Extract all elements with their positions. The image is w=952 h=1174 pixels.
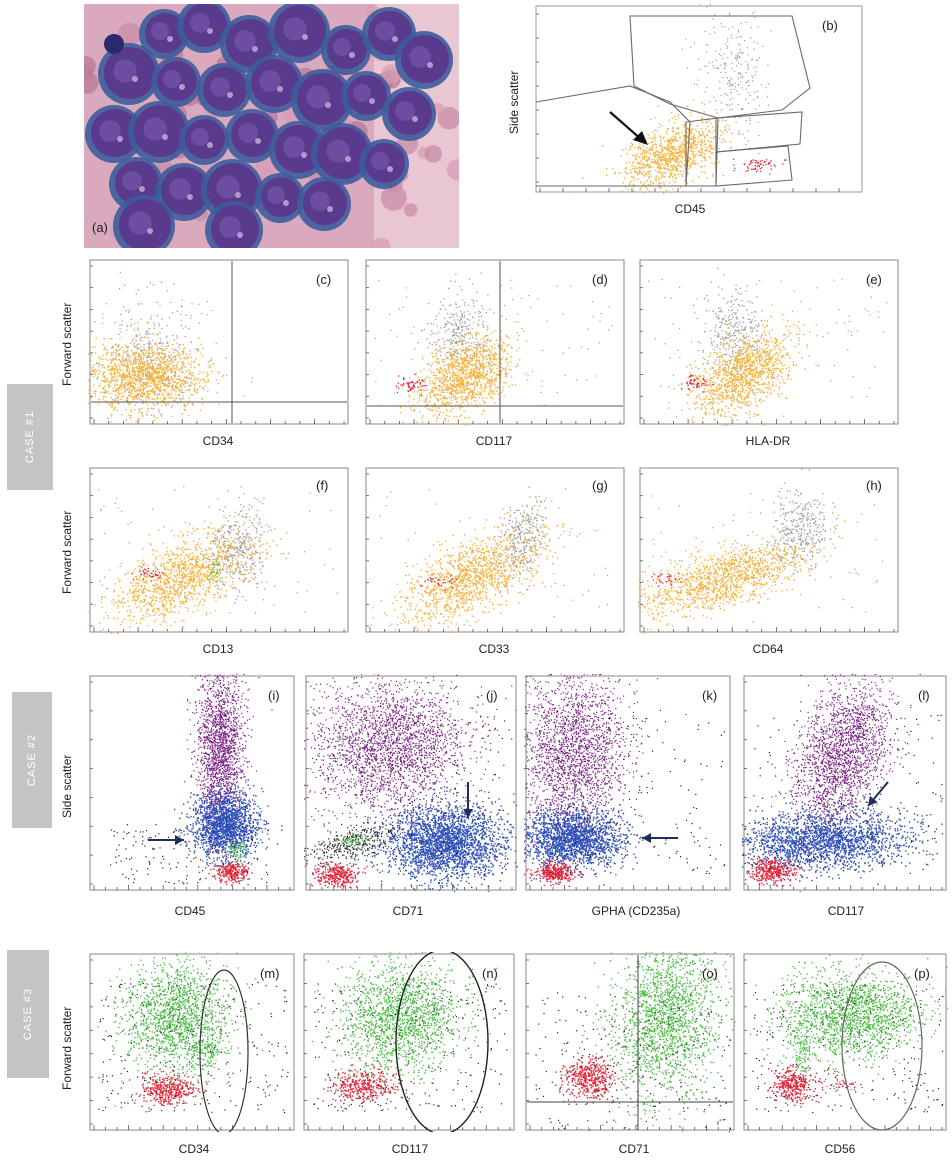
arrow-j xyxy=(463,782,473,818)
x-axis-label-d: CD117 xyxy=(454,434,534,448)
panel-l: (l) xyxy=(742,674,948,892)
case-2-tab: CASE #2 xyxy=(12,692,52,828)
case-1-tab: CASE #1 xyxy=(7,384,53,490)
case-3-label: CASE #3 xyxy=(22,988,34,1040)
panel-c: (c) xyxy=(88,258,350,426)
panel-label-m: (m) xyxy=(260,966,280,981)
panel-label-j: (j) xyxy=(486,688,498,703)
panel-label-g: (g) xyxy=(592,478,608,493)
panel-f: (f) xyxy=(88,466,350,634)
scatter-plot-n xyxy=(303,952,515,1132)
scatter-plot-m xyxy=(89,952,295,1132)
micrograph-panel-a: (a) xyxy=(84,4,459,248)
panel-label-h: (h) xyxy=(866,478,882,493)
scatter-plot-p xyxy=(743,953,948,1131)
panel-j: (j) xyxy=(304,674,518,892)
panel-label-l: (l) xyxy=(918,688,930,703)
panel-m: (m) xyxy=(88,952,296,1132)
panel-h: (h) xyxy=(638,466,900,634)
gate-ellipse-p xyxy=(841,961,923,1131)
scatter-plot-e xyxy=(639,259,899,426)
gate-right-lower xyxy=(715,145,793,187)
panel-label-o: (o) xyxy=(702,966,718,981)
panel-label-b: (b) xyxy=(822,18,838,33)
scatter-plot-c xyxy=(88,259,349,425)
x-axis-label-n: CD117 xyxy=(370,1142,450,1156)
panel-n: (n) xyxy=(302,952,516,1132)
scatter-plot-k xyxy=(524,674,731,891)
x-axis-label-e: HLA-DR xyxy=(728,434,808,448)
scatter-plot-o xyxy=(525,952,736,1132)
gate-upper xyxy=(629,15,811,119)
arrow-k xyxy=(642,833,678,843)
scatter-plot-h xyxy=(638,467,899,634)
x-axis-label-m: CD34 xyxy=(154,1142,234,1156)
gate-ellipse-m xyxy=(199,969,249,1132)
scatter-plot-b xyxy=(535,4,863,194)
scatter-plot-l xyxy=(742,674,947,892)
panel-i: (i) xyxy=(88,674,296,892)
panel-g: (g) xyxy=(364,466,626,634)
case-1-label: CASE #1 xyxy=(24,411,36,463)
scatter-plot-i xyxy=(89,674,295,891)
panel-label-i: (i) xyxy=(268,688,280,703)
panel-e: (e) xyxy=(638,258,900,426)
panel-k: (k) xyxy=(524,674,732,892)
panel-o: (o) xyxy=(524,952,736,1132)
panel-label-p: (p) xyxy=(914,966,930,981)
scatter-plot-g xyxy=(365,467,625,634)
x-axis-label-c: CD34 xyxy=(178,434,258,448)
arrow-b xyxy=(609,111,648,145)
x-axis-label-b: CD45 xyxy=(650,202,730,216)
arrow-i xyxy=(148,835,184,845)
panel-label-k: (k) xyxy=(702,688,717,703)
y-axis-label-row1: Forward scatter xyxy=(60,303,74,386)
x-axis-label-j: CD71 xyxy=(368,904,448,918)
gate-ellipse-n xyxy=(395,952,489,1132)
y-axis-label-row2: Forward scatter xyxy=(60,511,74,594)
micrograph-image xyxy=(84,4,459,248)
scatter-plot-j xyxy=(304,674,518,892)
x-axis-label-h: CD64 xyxy=(728,642,808,656)
case-2-label: CASE #2 xyxy=(26,734,38,786)
y-axis-label-row4: Forward scatter xyxy=(60,1007,74,1090)
x-axis-label-o: CD71 xyxy=(594,1142,674,1156)
arrow-l xyxy=(867,781,889,807)
scatter-plot-d xyxy=(365,259,625,426)
panel-label-e: (e) xyxy=(866,272,882,287)
gate-right-upper xyxy=(715,111,803,153)
x-axis-label-p: CD56 xyxy=(800,1142,880,1156)
panel-label-d: (d) xyxy=(592,272,608,287)
gate-polygons xyxy=(535,15,811,187)
scatter-plot-f xyxy=(88,467,349,634)
panel-p: (p) xyxy=(742,952,948,1132)
x-axis-label-g: CD33 xyxy=(454,642,534,656)
y-axis-label-row3: Side scatter xyxy=(60,755,74,818)
x-axis-label-f: CD13 xyxy=(178,642,258,656)
panel-label-f: (f) xyxy=(316,478,328,493)
x-axis-label-i: CD45 xyxy=(150,904,230,918)
y-axis-label-b: Side scatter xyxy=(507,71,521,134)
panel-label-a: (a) xyxy=(92,220,108,235)
panel-label-c: (c) xyxy=(316,272,331,287)
panel-d: (d) xyxy=(364,258,626,426)
panel-b: (b) xyxy=(530,4,866,194)
x-axis-label-k: GPHA (CD235a) xyxy=(576,904,696,918)
panel-label-n: (n) xyxy=(482,966,498,981)
case-3-tab: CASE #3 xyxy=(7,950,49,1078)
x-axis-label-l: CD117 xyxy=(806,904,886,918)
